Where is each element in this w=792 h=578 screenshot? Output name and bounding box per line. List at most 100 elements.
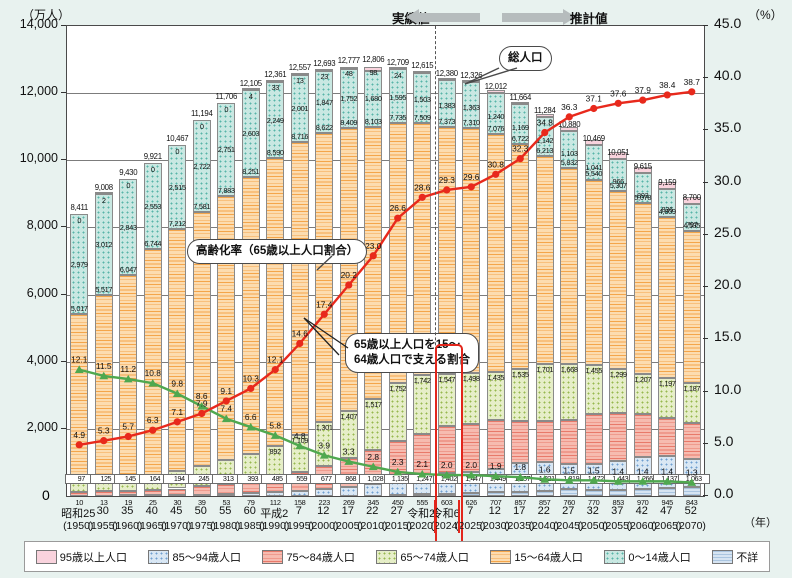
support-ratio-value-label: 3.9 [318, 440, 330, 450]
bar-segment [364, 70, 383, 127]
y-axis-tick-left: 12,000 [19, 84, 58, 99]
age-0-14-label: 2,553 [144, 201, 162, 211]
bar-segment [388, 122, 407, 383]
support-ratio-value-label: 8.6 [196, 391, 208, 401]
bar-segment [486, 134, 505, 372]
age-0-14-label: 1,383 [438, 101, 456, 110]
x-axis-era-label: 7 [467, 505, 474, 517]
x-axis-era-label: 60 [243, 505, 256, 517]
bar-segment [535, 421, 554, 463]
callout-support-ratio-line2: 64歳人口で支える割合 [354, 354, 470, 366]
age-65-74-label: 1,299 [609, 370, 627, 380]
bar-segment [364, 484, 383, 496]
aging-rate-point [100, 437, 108, 445]
legend-item[interactable]: 65～74歳人口 [376, 549, 469, 565]
bar-column[interactable] [486, 90, 505, 496]
x-axis-year-label: (2025) [455, 520, 486, 532]
age-85-94-label: 39 [197, 498, 206, 507]
bar-column[interactable] [535, 113, 554, 496]
legend-item[interactable]: 15～64歳人口 [490, 549, 583, 565]
x-axis-era-label: 昭和25 [61, 508, 96, 520]
bar-segment [388, 382, 407, 442]
age-15-64-label: 7,581 [193, 201, 211, 211]
bar-segment [584, 489, 603, 496]
age-15-64-label: 7,310 [462, 117, 480, 127]
legend-item[interactable]: 0～14歳人口 [604, 549, 691, 565]
highlight-2024-marker [433, 500, 436, 533]
bar-column[interactable] [584, 139, 603, 496]
bar-segment [437, 80, 456, 127]
bar-segment [658, 182, 677, 189]
bar-segment [168, 229, 187, 472]
total-population-label: 8,411 [70, 202, 89, 212]
bar-column[interactable] [462, 80, 481, 496]
bar-column[interactable] [119, 179, 138, 496]
bar-segment [315, 422, 334, 466]
bar-column[interactable] [682, 197, 701, 496]
aging-rate-value-label: 37.6 [610, 88, 627, 98]
bar-segment [633, 203, 652, 374]
total-population-label: 12,615 [411, 61, 434, 71]
bar-segment [511, 369, 530, 421]
age-15-64-label: 4,809 [658, 206, 676, 216]
bar-column[interactable] [511, 101, 530, 496]
tick-mark [61, 92, 66, 94]
estimate-arrow-icon [502, 9, 576, 25]
callout-leaders [303, 67, 518, 356]
age95-label: 13 [295, 76, 304, 86]
age95-label: 33 [271, 83, 280, 93]
bar-column[interactable] [413, 70, 432, 496]
legend-swatch-icon [490, 549, 512, 564]
y-axis-tick-left: 4,000 [26, 352, 58, 367]
support-ratio-point [564, 476, 574, 484]
bar-column[interactable] [658, 182, 677, 496]
legend-item[interactable]: 不詳 [712, 549, 758, 565]
aging-rate-point [222, 397, 230, 405]
legend-swatch-icon [712, 549, 734, 564]
bar-segment [241, 493, 260, 496]
bar-segment [609, 489, 628, 496]
tick-mark [61, 159, 66, 161]
bar-segment [486, 420, 505, 469]
legend-item[interactable]: 85～94歳人口 [148, 549, 241, 565]
bar-segment [535, 155, 554, 365]
legend-item[interactable]: 75～84歳人口 [262, 549, 355, 565]
x-axis-era-label: 22 [537, 505, 550, 517]
support-ratio-value-label: 12.1 [71, 355, 88, 365]
support-ratio-value-label: 1.4 [612, 466, 624, 476]
age-0-14-label: 2,249 [266, 115, 284, 125]
x-axis-year-label: (1960) [112, 520, 143, 532]
bar-segment [339, 69, 358, 129]
y-axis-tick-right: 15.0 [714, 328, 742, 345]
y-axis-tick-left: 10,000 [19, 151, 58, 166]
bar-segment [462, 373, 481, 424]
bar-column[interactable] [364, 66, 383, 496]
bar-column[interactable] [339, 67, 358, 496]
age-85-94-label: 13 [99, 498, 108, 507]
bar-segment [388, 69, 407, 123]
tick-mark [703, 495, 708, 496]
bar-column[interactable] [315, 68, 334, 496]
aging-rate-point [198, 409, 206, 418]
bar-column[interactable] [168, 144, 187, 496]
age-15-64-label: 8,590 [266, 147, 284, 157]
legend-item[interactable]: 95歳以上人口 [35, 549, 127, 565]
bar-segment [437, 374, 456, 427]
support-ratio-point [662, 477, 672, 485]
bar-segment [266, 80, 285, 83]
bar-column[interactable] [633, 166, 652, 496]
age95-label: 0 [199, 122, 204, 132]
y-axis-tick-right: 20.0 [714, 276, 742, 293]
age-85-94-label: 53 [222, 498, 231, 507]
x-axis-era-label: 47 [660, 505, 673, 517]
bar-column[interactable] [70, 213, 89, 496]
age95-label: 0 [126, 181, 131, 191]
bar-segment [535, 117, 554, 156]
y-axis-tick-left: 14,000 [19, 17, 58, 31]
age-15-64-label: 7,212 [168, 219, 186, 229]
bar-column[interactable] [609, 151, 628, 496]
tick-mark [61, 226, 66, 228]
age-85-94-label: 843 [686, 498, 698, 507]
age-85-94-label: 30 [173, 498, 182, 507]
total-population-label: 10,051 [607, 147, 630, 157]
